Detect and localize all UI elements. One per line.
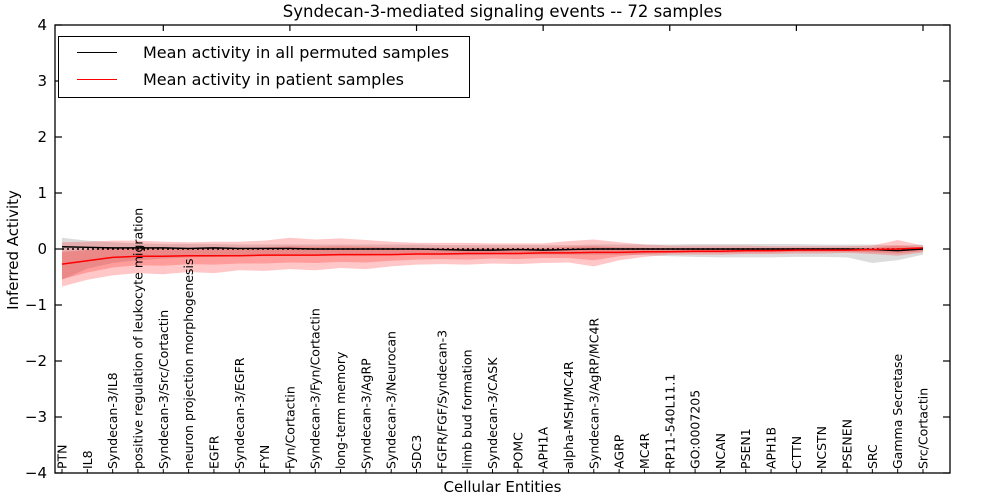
category-label: alpha-MSH/MC4R	[561, 361, 576, 469]
category-label: Syndecan-3/AgRP/MC4R	[586, 318, 601, 469]
y-tick-label: −1	[25, 296, 47, 314]
patient-mean-line	[61, 247, 924, 265]
category-label: Syndecan-3/CASK	[485, 357, 500, 469]
category-label: NCSTN	[814, 426, 829, 469]
category-label: limb bud formation	[460, 349, 475, 469]
y-tick-label: −4	[25, 464, 47, 482]
category-label: Src/Cortactin	[916, 388, 931, 469]
legend-entry-permuted: Mean activity in all permuted samples	[73, 43, 455, 62]
y-tick-label: 4	[37, 16, 47, 34]
category-label: AGRP	[612, 434, 627, 469]
category-label: MC4R	[637, 433, 652, 469]
category-label: NCAN	[713, 433, 728, 469]
legend-label-permuted: Mean activity in all permuted samples	[143, 43, 450, 62]
y-axis-label: Inferred Activity	[4, 190, 22, 310]
category-label: Syndecan-3/EGFR	[232, 357, 247, 469]
category-label: FYN	[257, 445, 272, 469]
y-tick-label: −3	[25, 408, 47, 426]
patient-activity-outer-band	[62, 237, 923, 287]
category-label: APH1A	[536, 427, 551, 469]
patient-activity-inner-band	[62, 245, 923, 280]
y-tick-label: 0	[37, 240, 47, 258]
category-label: POMC	[510, 432, 525, 469]
category-label: GO:0007205	[688, 390, 703, 469]
category-label: Gamma Secretase	[890, 354, 905, 469]
y-tick-label: 1	[37, 184, 47, 202]
permuted-line-swatch	[77, 52, 117, 53]
category-label: PTN	[55, 444, 70, 469]
y-tick-label: 2	[37, 128, 47, 146]
chart-title: Syndecan-3-mediated signaling events -- …	[282, 2, 723, 21]
category-label: PSENEN	[840, 419, 855, 469]
category-label: FGFR/FGF/Syndecan-3	[434, 330, 449, 469]
category-label: long-term memory	[333, 351, 348, 469]
category-label: Syndecan-3/AgRP	[358, 358, 373, 469]
x-axis-label: Cellular Entities	[443, 478, 562, 496]
category-label: Syndecan-3/IL8	[105, 372, 120, 469]
category-label: Syndecan-3/Fyn/Cortactin	[308, 308, 323, 469]
patient-line-swatch	[77, 79, 117, 80]
permuted-mean-line	[61, 246, 924, 252]
category-label: neuron projection morphogenesis	[181, 258, 196, 469]
category-label: CTTN	[789, 436, 804, 469]
legend-label-patient: Mean activity in patient samples	[143, 70, 404, 89]
category-label: RP11-540L11.1	[662, 374, 677, 469]
y-tick-label: −2	[25, 352, 47, 370]
legend-entry-patient: Mean activity in patient samples	[73, 70, 455, 89]
category-label: Fyn/Cortactin	[282, 386, 297, 469]
y-tick-label: 3	[37, 72, 47, 90]
category-label: SRC	[865, 444, 880, 469]
category-label: positive regulation of leukocyte migrati…	[130, 208, 145, 469]
category-label: Syndecan-3/Src/Cortactin	[156, 310, 171, 469]
category-label: Syndecan-3/Neurocan	[384, 331, 399, 469]
legend-box: Mean activity in all permuted samples Me…	[58, 36, 471, 98]
category-label: IL8	[80, 450, 95, 469]
category-label: SDC3	[409, 435, 424, 469]
category-label: PSEN1	[738, 428, 753, 469]
category-label: APH1B	[764, 427, 779, 469]
category-label: EGFR	[206, 435, 221, 469]
